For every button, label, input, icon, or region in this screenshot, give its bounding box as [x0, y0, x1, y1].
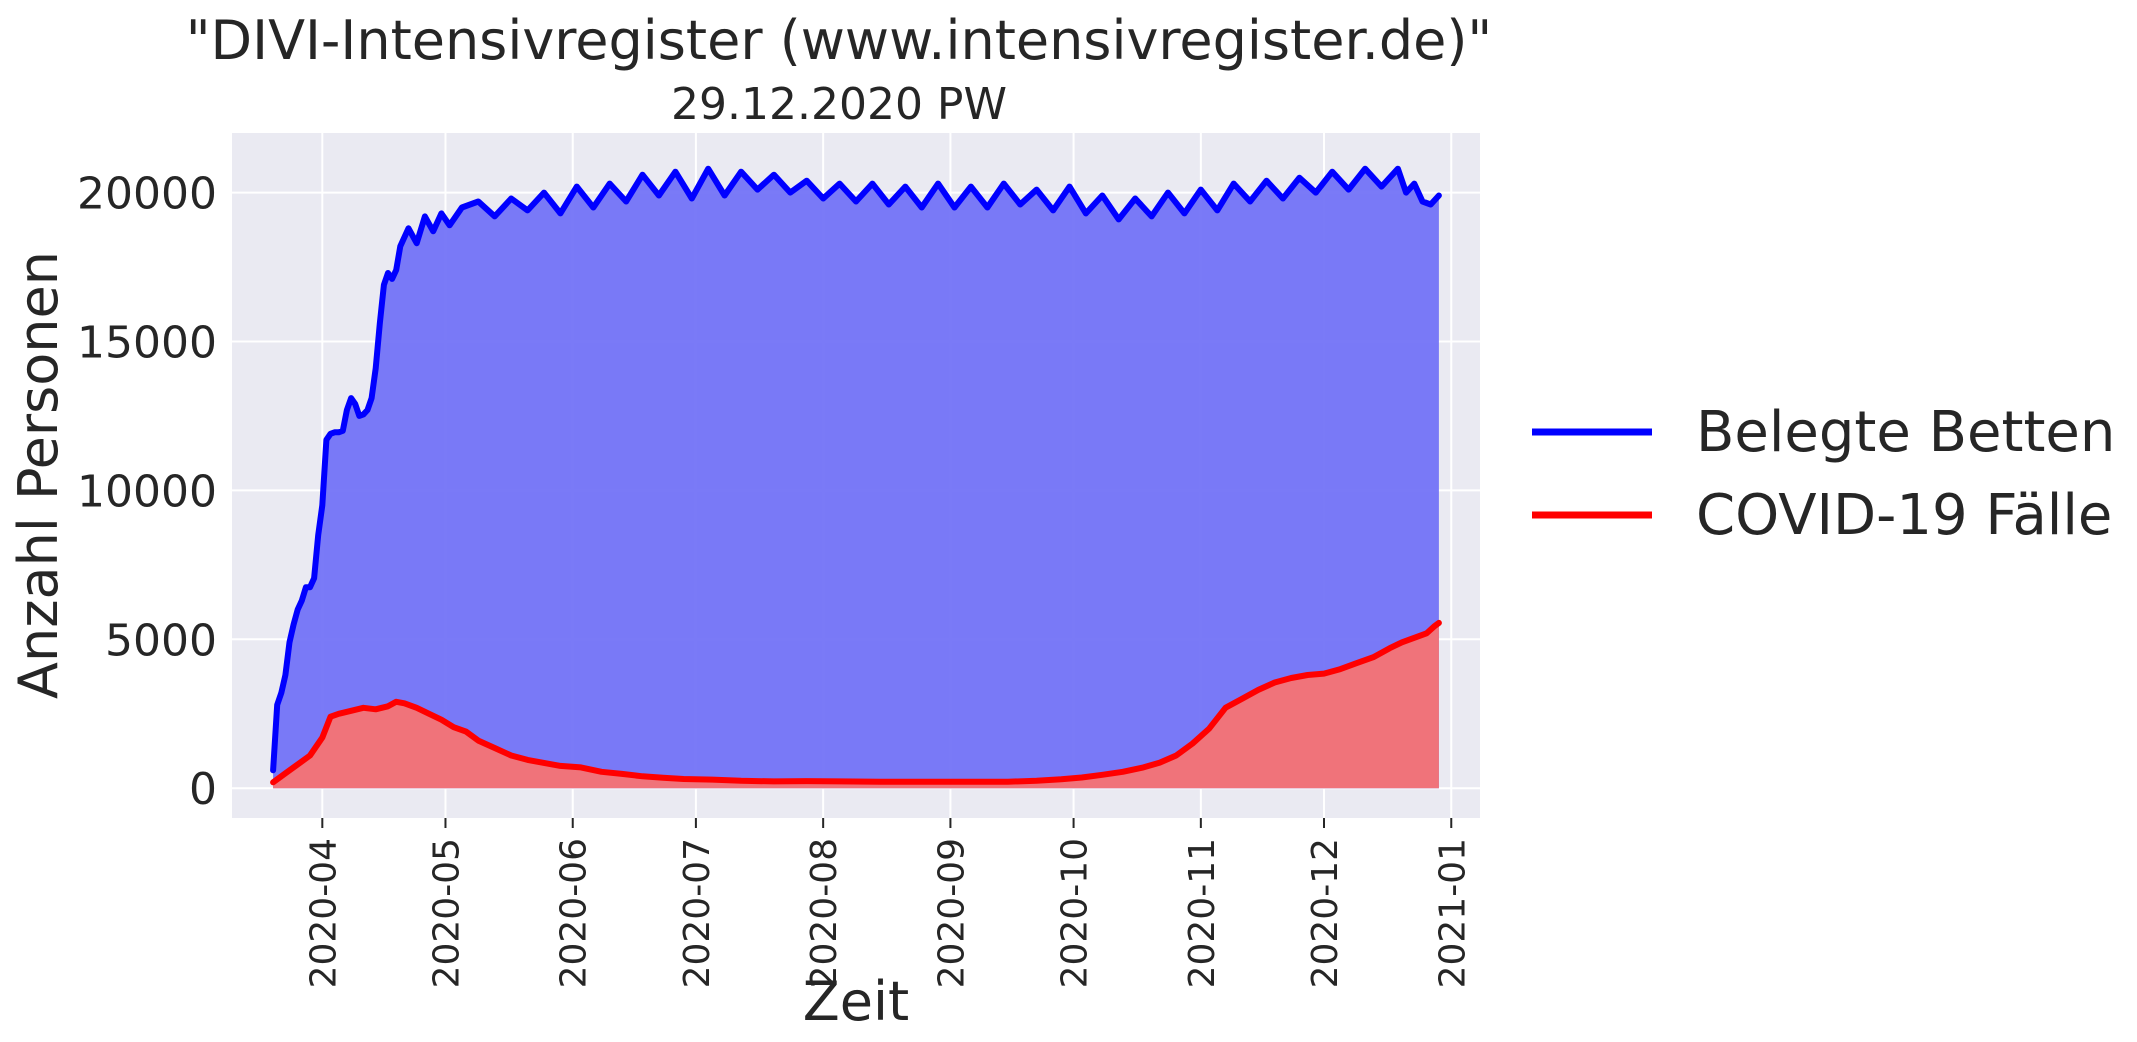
belegte-betten-area	[273, 168, 1439, 789]
y-tick-label: 5000	[105, 615, 217, 666]
x-axis-label: Zeit	[803, 970, 909, 1033]
x-tick-label: 2020-07	[677, 838, 718, 988]
y-axis-ticks: 0 5000 10000 15000 20000	[77, 169, 217, 816]
y-tick-label: 10000	[77, 466, 217, 517]
y-tick-label: 15000	[77, 317, 217, 368]
legend: Belegte Betten COVID-19 Fälle	[1532, 400, 2115, 548]
chart-lines	[270, 165, 1442, 786]
x-tick-label: 2020-12	[1305, 838, 1346, 988]
covid-faelle-legend-label: COVID-19 Fälle	[1696, 483, 2112, 548]
y-tick-label: 0	[189, 764, 217, 815]
covid-faelle-line	[270, 619, 1442, 786]
chart-title: "DIVI-Intensivregister (www.intensivregi…	[186, 9, 1493, 72]
x-axis-ticks: 2020-04 2020-05 2020-06 2020-07 2020-08 2020-…	[303, 818, 1473, 988]
belegte-betten-line	[270, 165, 1442, 774]
belegte-betten-legend-label: Belegte Betten	[1696, 400, 2115, 465]
x-tick-label: 2020-11	[1182, 838, 1223, 988]
x-tick-label: 2021-01	[1432, 838, 1473, 988]
y-tick-label: 20000	[77, 169, 217, 220]
x-tick-label: 2020-05	[426, 838, 467, 988]
chart-areas	[273, 168, 1439, 789]
y-axis-label: Anzahl Personen	[7, 251, 70, 699]
chart-subtitle: 29.12.2020 PW	[671, 79, 1007, 130]
x-tick-label: 2020-06	[554, 838, 595, 988]
covid-faelle-area	[273, 622, 1439, 789]
x-tick-label: 2020-08	[804, 838, 845, 988]
x-tick-label: 2020-09	[931, 838, 972, 988]
x-tick-label: 2020-10	[1055, 838, 1096, 988]
x-tick-label: 2020-04	[303, 838, 344, 988]
